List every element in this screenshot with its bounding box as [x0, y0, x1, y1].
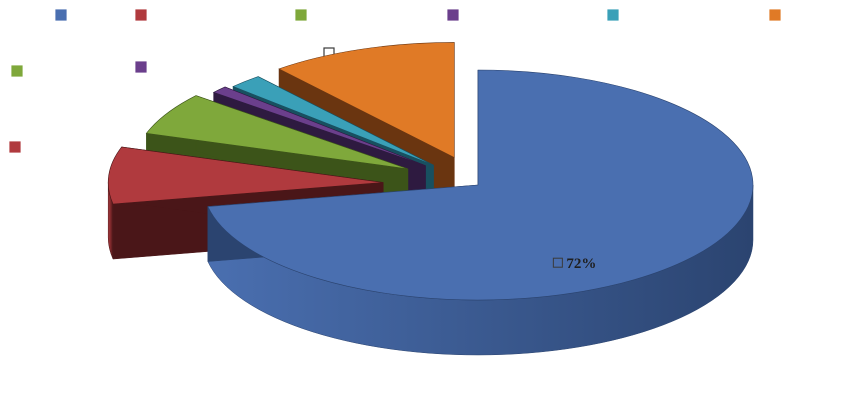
- legend-swatch-1: [55, 9, 67, 21]
- pie-slice-top: [145, 95, 408, 170]
- legend-swatch-4: [447, 9, 459, 21]
- legend-swatch-2: [135, 9, 147, 21]
- pie-slice-top: [107, 146, 384, 205]
- legend-swatch-6: [769, 9, 781, 21]
- data-label-marker: [552, 257, 563, 268]
- legend-swatch-7: [11, 65, 23, 77]
- pie-slice-top: [278, 42, 455, 158]
- data-labels: 72%: [552, 256, 596, 272]
- legend-swatch-3: [295, 9, 307, 21]
- pie-slice-top: [207, 69, 754, 301]
- legend-swatch-8: [135, 61, 147, 73]
- pie-plot-area: [107, 42, 754, 356]
- legend-swatch-5: [607, 9, 619, 21]
- pie-slice-1: [207, 69, 754, 356]
- pie-slice-top: [232, 76, 434, 166]
- data-label-slice-1: 72%: [566, 256, 596, 272]
- legend-swatch-9: [9, 141, 21, 153]
- pie-slice-top: [212, 86, 426, 166]
